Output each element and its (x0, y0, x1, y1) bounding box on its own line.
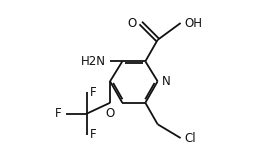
Text: OH: OH (184, 16, 203, 30)
Text: F: F (90, 85, 97, 99)
Text: F: F (55, 107, 62, 120)
Text: F: F (90, 128, 97, 142)
Text: H2N: H2N (81, 55, 106, 68)
Text: O: O (128, 16, 137, 30)
Text: O: O (106, 107, 115, 120)
Text: N: N (161, 75, 170, 88)
Text: Cl: Cl (184, 132, 196, 145)
